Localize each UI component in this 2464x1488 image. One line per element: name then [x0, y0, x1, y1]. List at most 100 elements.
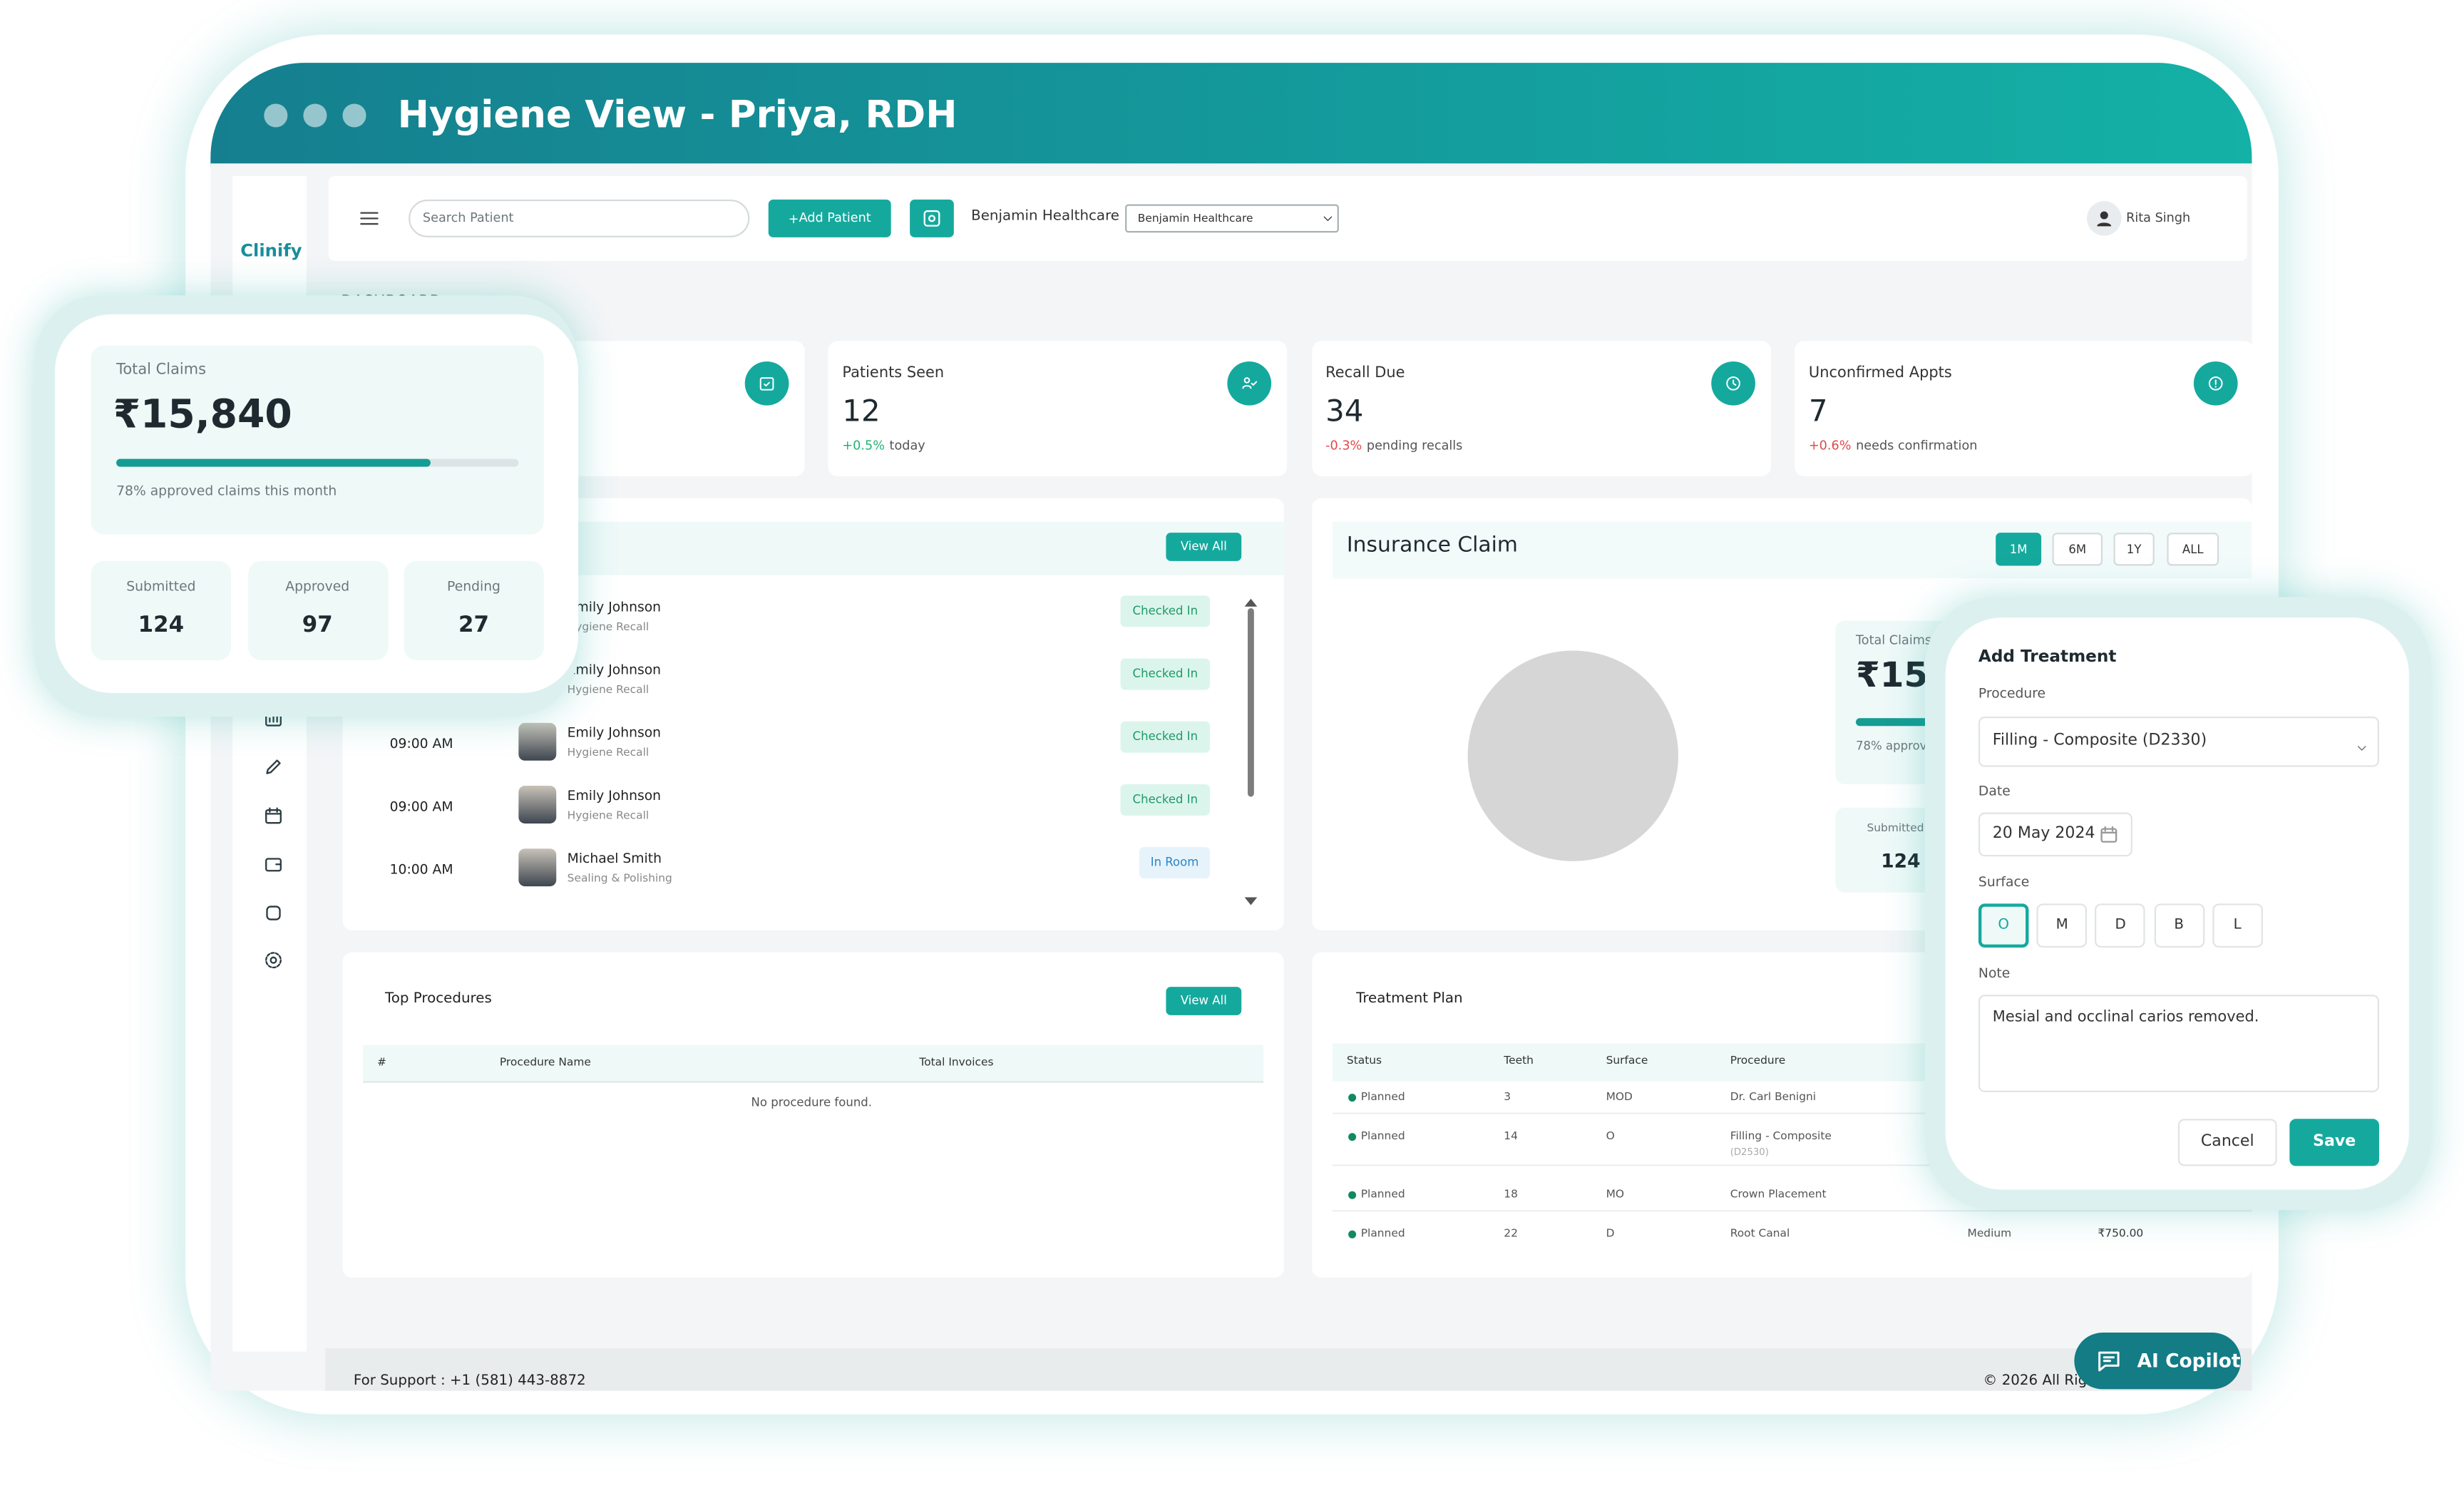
row-divider: [1333, 1210, 2252, 1212]
cancel-button[interactable]: Cancel: [2177, 1119, 2277, 1166]
patient-name: Emily Johnson: [567, 600, 662, 616]
status-text: Checked In: [1132, 603, 1198, 618]
claims-note: 78% approved claims this month: [116, 483, 337, 500]
stat-icon: [744, 361, 789, 406]
select-caret: [1323, 216, 1333, 221]
patient-avatar: [518, 848, 557, 887]
stat-card: Patients Seen 12 +0.5% today: [828, 341, 1288, 476]
window-header: Hygiene View - Priya, RDH: [210, 63, 2252, 167]
status-text: Checked In: [1132, 792, 1198, 807]
procedure: Dr. Carl Benigni: [1730, 1090, 1817, 1104]
stat-icon: [2193, 361, 2238, 406]
patient-name: Michael Smith: [567, 851, 662, 868]
status-pill: Checked In: [1120, 658, 1211, 690]
teeth: 3: [1504, 1090, 1511, 1104]
sidebar-icon: [265, 952, 282, 969]
user-name[interactable]: Rita Singh: [2126, 210, 2191, 225]
status-text: Planned: [1360, 1188, 1405, 1201]
search-box[interactable]: [409, 199, 750, 237]
scroll-track: [1248, 607, 1254, 797]
column-header: #: [376, 1056, 386, 1069]
count-value: 124: [138, 612, 185, 638]
patient-name: Emily Johnson: [567, 789, 662, 805]
range-button[interactable]: 1Y: [2113, 533, 2155, 566]
claims-summary: [91, 345, 544, 535]
count-box: Pending 27: [404, 560, 544, 660]
cost: ₹750.00: [2098, 1227, 2144, 1241]
status-text: Checked In: [1132, 667, 1198, 681]
org-select-text: Benjamin Healthcare: [1137, 212, 1253, 225]
save-label: Save: [2313, 1133, 2356, 1151]
appointment-type: Hygiene Recall: [567, 746, 650, 759]
submitted-value: 124: [1881, 850, 1921, 873]
status-text: Planned: [1360, 1090, 1405, 1104]
panel-title: Top Procedures: [384, 991, 492, 1007]
status-pill: Checked In: [1120, 721, 1211, 753]
procedure-code: (D2530): [1730, 1146, 1769, 1159]
range-button[interactable]: ALL: [2167, 533, 2219, 566]
add-patient-button[interactable]: + Add Patient: [768, 199, 891, 237]
procedure: Crown Placement: [1730, 1188, 1827, 1201]
note-textarea[interactable]: [1978, 995, 2379, 1092]
range-button[interactable]: 1M: [1996, 533, 2042, 566]
cancel-label: Cancel: [2200, 1133, 2254, 1151]
add-patient-label: Add Patient: [799, 210, 871, 225]
add-treatment-modal: Add Treatment Procedure Filling - Composit…: [1924, 597, 2431, 1211]
range-label: 6M: [2068, 541, 2087, 556]
count-label: Submitted: [126, 580, 196, 596]
user-glyph: [2097, 211, 2112, 227]
status-text: Planned: [1360, 1129, 1405, 1143]
priority: Medium: [1967, 1227, 2012, 1241]
stat-note: needs confirmation: [1856, 438, 1978, 453]
surface: MOD: [1606, 1090, 1633, 1104]
surface-button[interactable]: L: [2212, 903, 2263, 948]
note-text: Mesial and occlinal carios removed.: [1992, 1009, 2259, 1027]
view-all-button[interactable]: View All: [1166, 533, 1242, 561]
stat-icon-glyph: [2208, 376, 2223, 391]
submitted-label: Submitted: [1867, 821, 1924, 835]
date-input[interactable]: [1978, 812, 2132, 857]
stat-icon: [1227, 361, 1272, 406]
status-text: In Room: [1150, 855, 1199, 870]
stat-icon-glyph: [1242, 377, 1258, 389]
surface-button[interactable]: O: [1978, 903, 2029, 948]
teeth: 14: [1504, 1129, 1518, 1143]
appointment-type: Sealing & Polishing: [567, 872, 672, 885]
stat-value: 34: [1325, 394, 1364, 429]
procedure: Root Canal: [1730, 1227, 1790, 1241]
save-button[interactable]: Save: [2289, 1119, 2379, 1166]
surface-button[interactable]: M: [2036, 903, 2088, 948]
view-all-button[interactable]: View All: [1166, 987, 1242, 1015]
modal-title: Add Treatment: [1978, 647, 2117, 667]
total-claims-label: Total Claims: [1856, 633, 1932, 648]
view-all-label: View All: [1180, 539, 1227, 554]
copilot-button[interactable]: AI Copilot: [2074, 1333, 2242, 1390]
stat-card: Recall Due 34 -0.3% pending recalls: [1311, 341, 1770, 476]
status-text: Planned: [1360, 1227, 1405, 1241]
stat-note: pending recalls: [1366, 438, 1463, 453]
panel-title: Treatment Plan: [1356, 991, 1463, 1007]
status-dot: [1348, 1133, 1357, 1141]
sidebar-icon: [265, 807, 282, 824]
surface-button[interactable]: D: [2095, 903, 2146, 948]
window-dot: [303, 103, 327, 128]
logo: Clinify: [240, 240, 302, 261]
sidebar-icon: [266, 905, 281, 920]
stat-label: Unconfirmed Appts: [1808, 364, 1952, 382]
support-text: For Support : +1 (581) 443-8872: [353, 1373, 586, 1390]
teeth: 18: [1504, 1188, 1518, 1201]
claims-label: Total Claims: [116, 361, 207, 379]
field-label: Note: [1978, 966, 2011, 982]
sidebar-icon: [266, 759, 281, 774]
surface: MO: [1606, 1188, 1625, 1201]
range-button[interactable]: 6M: [2052, 533, 2103, 566]
surface-button[interactable]: B: [2153, 903, 2204, 948]
view-all-label: View All: [1180, 993, 1227, 1008]
org-select[interactable]: [1125, 204, 1339, 233]
patient-avatar: [518, 722, 557, 761]
status-pill: Checked In: [1120, 784, 1211, 816]
window-dot: [342, 103, 366, 128]
procedure-select[interactable]: [1978, 717, 2379, 767]
row-divider: [1333, 1164, 2252, 1166]
calendar-icon: [2100, 826, 2118, 843]
